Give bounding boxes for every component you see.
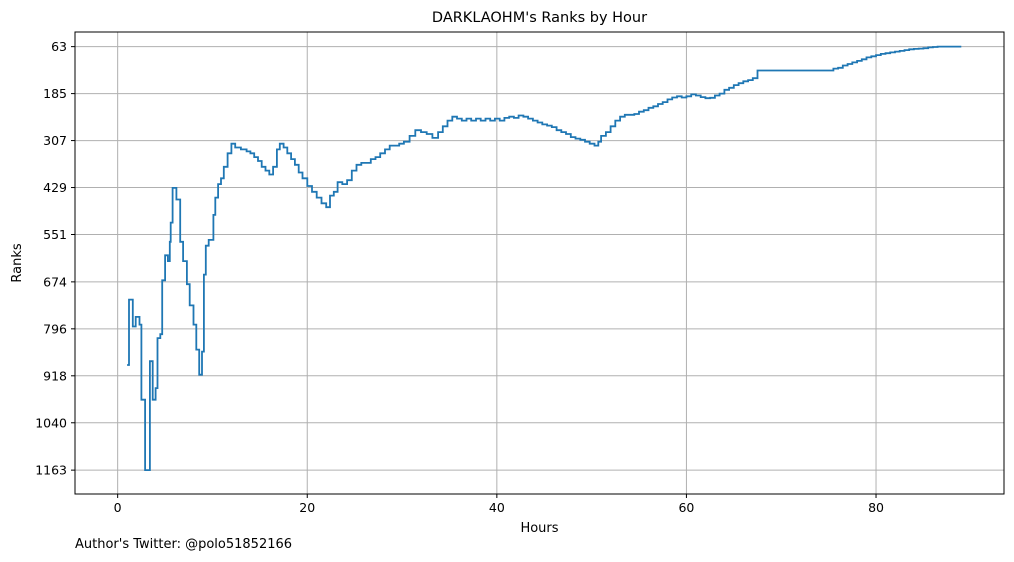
grid bbox=[75, 32, 1004, 494]
chart-title: DARKLAOHM's Ranks by Hour bbox=[432, 10, 647, 26]
y-tick-label: 918 bbox=[43, 368, 67, 383]
y-axis-label: Ranks bbox=[10, 243, 25, 282]
y-tick-label: 185 bbox=[43, 86, 67, 101]
y-tick-label: 796 bbox=[43, 321, 67, 336]
x-tick-label: 20 bbox=[299, 500, 315, 515]
y-tick-label: 63 bbox=[51, 39, 67, 54]
axes-frame bbox=[74, 31, 1005, 495]
y-tick-label: 674 bbox=[43, 274, 67, 289]
y-tick-label: 1040 bbox=[35, 415, 67, 430]
author-credit: Author's Twitter: @polo51852166 bbox=[75, 537, 293, 552]
plot-area bbox=[127, 45, 962, 471]
rank-series-line bbox=[127, 45, 962, 471]
y-axis-ticks: 63 185 307 429 551 674 796 918 1040 1163 bbox=[35, 39, 75, 478]
x-tick-label: 40 bbox=[489, 500, 505, 515]
x-tick-label: 80 bbox=[868, 500, 884, 515]
y-tick-label: 1163 bbox=[35, 463, 67, 478]
y-tick-label: 551 bbox=[43, 227, 67, 242]
y-tick-label: 307 bbox=[43, 133, 67, 148]
y-tick-label: 429 bbox=[43, 180, 67, 195]
x-axis-ticks: 0 20 40 60 80 bbox=[114, 494, 884, 515]
x-axis-label: Hours bbox=[520, 521, 558, 536]
x-tick-label: 0 bbox=[114, 500, 122, 515]
x-tick-label: 60 bbox=[678, 500, 694, 515]
